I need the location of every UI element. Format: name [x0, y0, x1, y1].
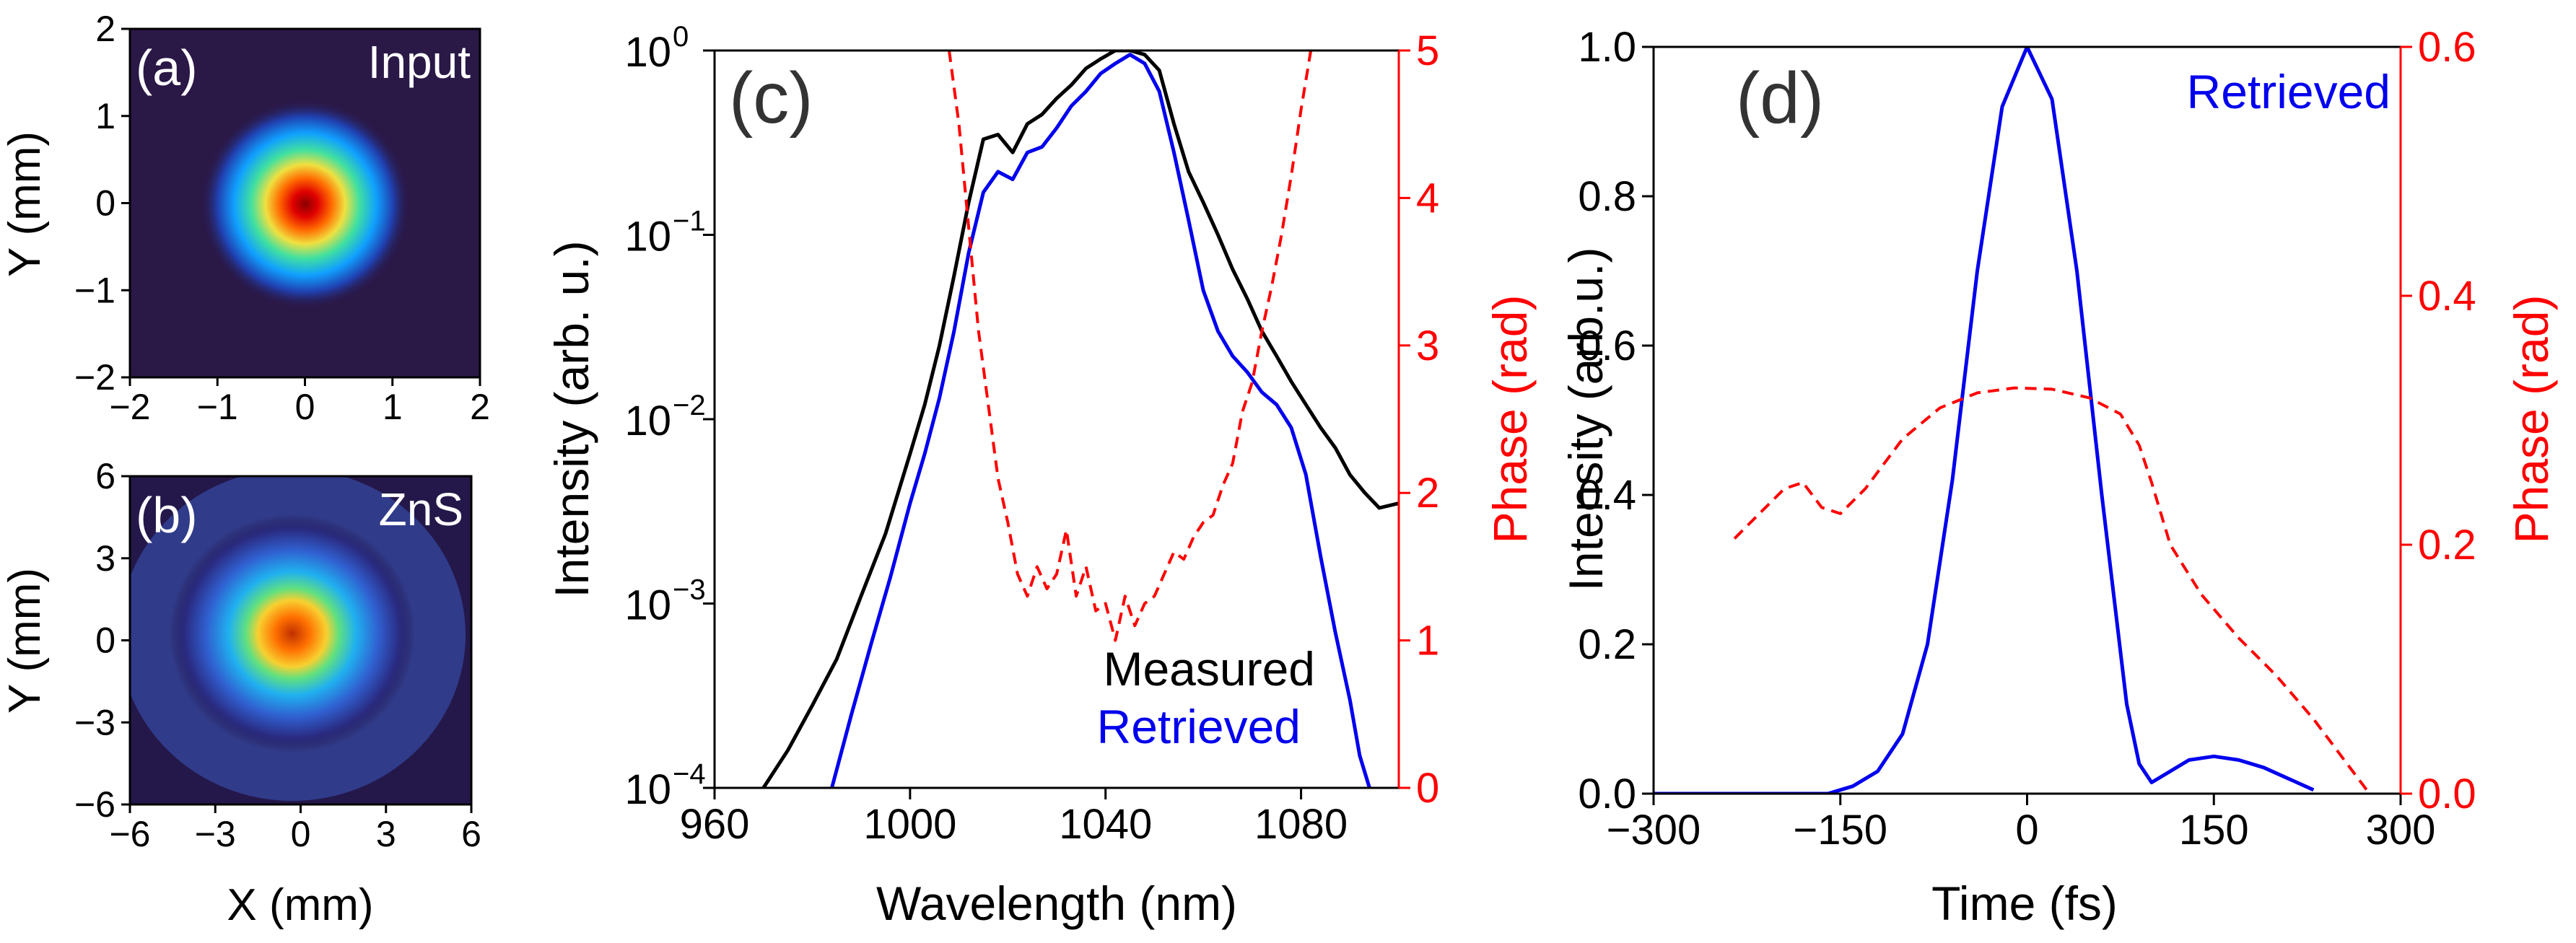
- panel-b-ytick-label: 6: [95, 456, 115, 496]
- panel-c-xtick-label: 960: [680, 801, 750, 848]
- panel-c-y2tick-label: 2: [1416, 470, 1439, 517]
- panel-a-ytick-label: −1: [74, 270, 115, 310]
- panel-d-series-phase: [1733, 386, 2371, 794]
- panel-a-ytick-label: −2: [74, 357, 115, 398]
- panel-a-xtick-label: 1: [383, 387, 403, 427]
- panel-b-ytick-label: −3: [74, 702, 115, 742]
- panel-c-ytick-exponent: 0: [673, 21, 689, 53]
- panel-d-xtick-label: 0: [2015, 807, 2038, 854]
- panel-d-y2tick-label: 0.2: [2418, 522, 2476, 569]
- panel-d-ylabel: Intensity (arb.u.): [1559, 247, 1612, 592]
- panel-c-xlabel: Wavelength (nm): [876, 877, 1237, 930]
- panel-d-xtick-label: −300: [1607, 807, 1701, 854]
- panel-c-ytick-exponent: −3: [673, 574, 706, 606]
- panel-c-xtick-label: 1080: [1254, 801, 1348, 848]
- panel-b-zns-beam-profile: −6 −3 0 3 6 −6 −3 0 3 6 (b) ZnS Y (mm) X (mm): [0, 456, 481, 930]
- panel-b-xtick-label: 6: [461, 814, 481, 854]
- panel-a-ylabel: Y (mm): [0, 131, 50, 277]
- panel-d-temporal-pulse: −300 −150 0 150 300 0.0 0.2 0.4 0.6 0.8 1.0 0.0 0.…: [1559, 24, 2558, 930]
- panel-c-label: (c): [729, 58, 813, 139]
- panel-b-xtick-label: −3: [195, 814, 236, 854]
- panel-c-y2tick-label: 3: [1416, 323, 1439, 369]
- panel-c-series-measured: [761, 51, 1399, 788]
- panel-d-ytick-label: 0.4: [1578, 472, 1636, 519]
- panel-d-y2tick-label: 0.0: [2418, 771, 2476, 817]
- panel-a-ytick-label: 2: [95, 9, 115, 49]
- panel-d-label: (d): [1736, 58, 1824, 139]
- panel-d-ytick-label: 0.0: [1578, 771, 1636, 817]
- panel-a-input-beam-profile: −2 −1 0 1 2 −2 −1 0 1 2 (a) Input Y (mm): [0, 9, 490, 427]
- panel-d-ytick-label: 0.2: [1578, 621, 1636, 668]
- panel-c-ytick-label: 10: [624, 214, 671, 260]
- panel-d-xtick-label: 150: [2179, 807, 2249, 854]
- panel-d-ytick-label: 0.6: [1578, 323, 1636, 369]
- panel-d-legend-retrieved: Retrieved: [2187, 65, 2391, 118]
- panel-c-xtick-label: 1040: [1059, 801, 1152, 848]
- panel-d-xtick-label: 300: [2366, 807, 2436, 854]
- panel-a-xtick-label: −1: [197, 387, 238, 427]
- panel-c-series-phase: [948, 51, 1313, 642]
- panel-c-y2tick-label: 0: [1416, 765, 1439, 812]
- panel-d-y2tick-label: 0.4: [2418, 273, 2476, 320]
- panel-c-y2tick-label: 5: [1416, 27, 1439, 74]
- panel-b-ytick-label: 0: [95, 620, 115, 661]
- panel-a-xtick-label: 0: [295, 387, 315, 427]
- panel-b-annotation: ZnS: [379, 483, 463, 535]
- panel-b-xtick-label: 0: [291, 814, 311, 854]
- panel-d-xtick-label: −150: [1793, 807, 1887, 854]
- panel-b-beam-spot: [170, 514, 415, 753]
- panel-c-ylabel: Intensity (arb. u.): [545, 240, 598, 597]
- panel-c-xtick-label: 1000: [863, 801, 956, 848]
- panel-c-y2tick-label: 1: [1416, 618, 1439, 665]
- panel-b-label: (b): [136, 487, 198, 543]
- panel-a-ytick-label: 0: [95, 183, 115, 224]
- panel-c-y2label: Phase (rad): [1483, 295, 1537, 544]
- panel-b-xtick-label: 3: [376, 814, 396, 854]
- panel-c-ytick-exponent: −2: [673, 390, 706, 421]
- panel-d-ytick-label: 0.8: [1578, 173, 1636, 220]
- panel-d-series-retrieved: [1654, 47, 2315, 794]
- panel-a-beam-spot: [201, 100, 410, 309]
- panel-a-annotation: Input: [368, 36, 471, 88]
- panel-b-ylabel: Y (mm): [0, 568, 50, 714]
- panel-a-ytick-label: 1: [95, 96, 115, 136]
- panel-d-xlabel: Time (fs): [1931, 877, 2118, 930]
- panel-b-xlabel: X (mm): [227, 880, 373, 930]
- panel-c-legend-retrieved: Retrieved: [1097, 700, 1301, 753]
- panel-c-ytick-label: 10: [624, 582, 671, 629]
- panel-d-y2tick-label: 0.6: [2418, 24, 2476, 71]
- panel-b-xtick-label: −6: [109, 814, 150, 854]
- panel-c-y2tick-label: 4: [1416, 175, 1439, 222]
- panel-b-ytick-label: 3: [95, 538, 115, 579]
- panel-a-xtick-label: −2: [109, 387, 150, 427]
- panel-c-ytick-label: 10: [624, 398, 671, 444]
- panel-d-ytick-label: 1.0: [1578, 24, 1636, 71]
- panel-a-xtick-label: 2: [470, 387, 490, 427]
- panel-c-legend-measured: Measured: [1104, 642, 1316, 696]
- panel-c-ytick-label: 10: [624, 766, 671, 813]
- panel-b-ytick-label: −6: [74, 784, 115, 825]
- panel-c-series-retrieved: [830, 53, 1371, 788]
- panel-d-y2label: Phase (rad): [2505, 295, 2558, 544]
- panel-c-ytick-exponent: −1: [673, 206, 706, 237]
- panel-a-label: (a): [136, 40, 198, 96]
- panel-c-ytick-exponent: −4: [673, 758, 706, 790]
- panel-c-ytick-label: 10: [624, 29, 671, 76]
